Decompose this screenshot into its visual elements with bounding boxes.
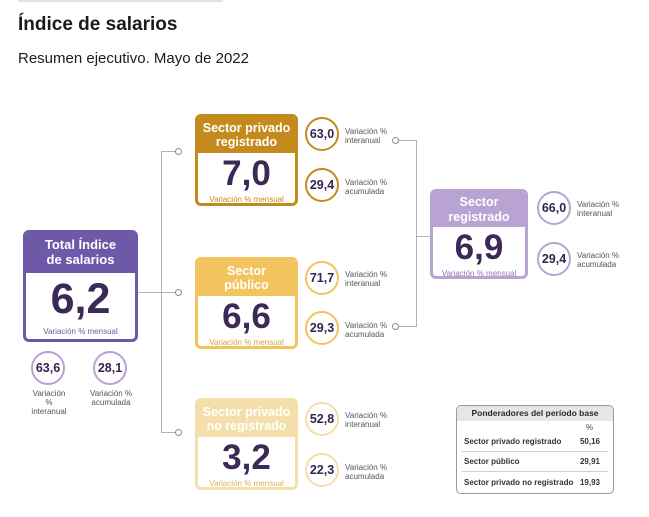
ponderadores-divider [462,451,608,452]
top-rule [18,0,223,2]
privado-acumulada-label: Variación % acumulada [345,178,388,197]
registrado-interanual-label: Variación % interanual [577,200,620,219]
publico-value: 6,6 [222,297,271,336]
privado-label-line2: registrado [215,135,278,149]
registrado-value: 6,9 [454,228,504,267]
no-registrado-label-line1: Sector privado [202,404,291,419]
registrado-card-header: Sector registrado [433,192,525,227]
total-interanual-circle: 63,6 [31,351,65,385]
registrado-label-line1: Sector [459,195,499,210]
no-registrado-acumulada-circle: 22,3 [305,453,339,487]
connector-dot-privado [175,148,182,155]
publico-acumulada-circle: 29,3 [305,311,339,345]
privado-interanual-label: Variación % interanual [345,127,388,146]
privado-acumulada-circle: 29,4 [305,168,339,202]
total-acumulada-circle: 28,1 [93,351,127,385]
publico-caption: Variación % mensual [209,338,284,347]
ponderadores-row-label: Sector público [464,457,520,466]
page-title: Índice de salarios [18,14,178,35]
total-caption: Variación % mensual [43,327,118,336]
privado-card-header: Sector privado registrado [198,117,295,153]
ponderadores-unit: % [585,423,593,432]
connector-to-privado [161,151,178,153]
total-card-header: Total Índice de salarios [26,233,135,273]
publico-acumulada-label: Variación % acumulada [345,321,388,340]
no-registrado-acumulada-label: Variación % acumulada [345,463,388,482]
registrado-interanual-circle: 66,0 [537,191,571,225]
connector-to-registrado [416,236,430,238]
no-registrado-label-line2: no registrado [206,419,287,433]
connector-from-privado [397,140,417,142]
connector-from-publico [397,326,417,328]
no-registrado-caption: Variación % mensual [209,479,284,488]
ponderadores-row-value: 50,16 [579,437,600,446]
publico-interanual-label: Variación % interanual [345,270,388,289]
ponderadores-row-value: 19,93 [579,478,600,487]
registrado-label-line2: registrado [448,209,510,224]
total-interanual-label: Variación % interanual [31,389,67,417]
page-subtitle: Resumen ejecutivo. Mayo de 2022 [18,50,249,67]
ponderadores-panel: Ponderadores del período base % Sector p… [456,405,614,494]
total-acumulada-label: Variación % acumulada [89,389,133,408]
no-registrado-card: Sector privado no registrado 3,2 Variaci… [195,398,298,490]
privado-label-line1: Sector privado [202,120,291,135]
connector-dot-publico [175,289,182,296]
publico-card: Sector público 6,6 Variación % mensual [195,257,298,349]
ponderadores-divider [462,471,608,472]
connector-right-trunk [416,140,418,327]
connector-dot-publico-out [392,323,399,330]
total-value: 6,2 [50,275,111,323]
total-label-line2: de salarios [46,252,115,267]
connector-dot-privado-out [392,137,399,144]
connector-total-stub [138,292,177,294]
no-registrado-value: 3,2 [222,438,271,477]
publico-interanual-circle: 71,7 [305,261,339,295]
privado-interanual-circle: 63,0 [305,117,339,151]
no-registrado-interanual-label: Variación % interanual [345,411,388,430]
ponderadores-row-label: Sector privado no registrado [464,478,574,487]
privado-caption: Variación % mensual [209,195,284,204]
ponderadores-title: Ponderadores del período base [457,406,613,421]
publico-label-line2: público [224,278,269,292]
connector-dot-no-registrado [175,429,182,436]
ponderadores-row-value: 29,91 [579,457,600,466]
total-label-line1: Total Índice [44,237,117,253]
connector-to-no-registrado [161,432,178,434]
connector-left-trunk [161,151,163,433]
publico-card-header: Sector público [198,260,295,296]
registrado-acumulada-circle: 29,4 [537,242,571,276]
total-card: Total Índice de salarios 6,2 Variación %… [23,230,138,342]
no-registrado-interanual-circle: 52,8 [305,402,339,436]
registrado-acumulada-label: Variación % acumulada [577,251,620,270]
registrado-caption: Variación % mensual [441,269,517,278]
privado-value: 7,0 [222,154,271,193]
no-registrado-card-header: Sector privado no registrado [198,401,295,437]
ponderadores-row-label: Sector privado registrado [464,437,562,446]
publico-label-line1: Sector [227,263,266,278]
privado-card: Sector privado registrado 7,0 Variación … [195,114,298,206]
registrado-card: Sector registrado 6,9 Variación % mensua… [430,189,528,279]
